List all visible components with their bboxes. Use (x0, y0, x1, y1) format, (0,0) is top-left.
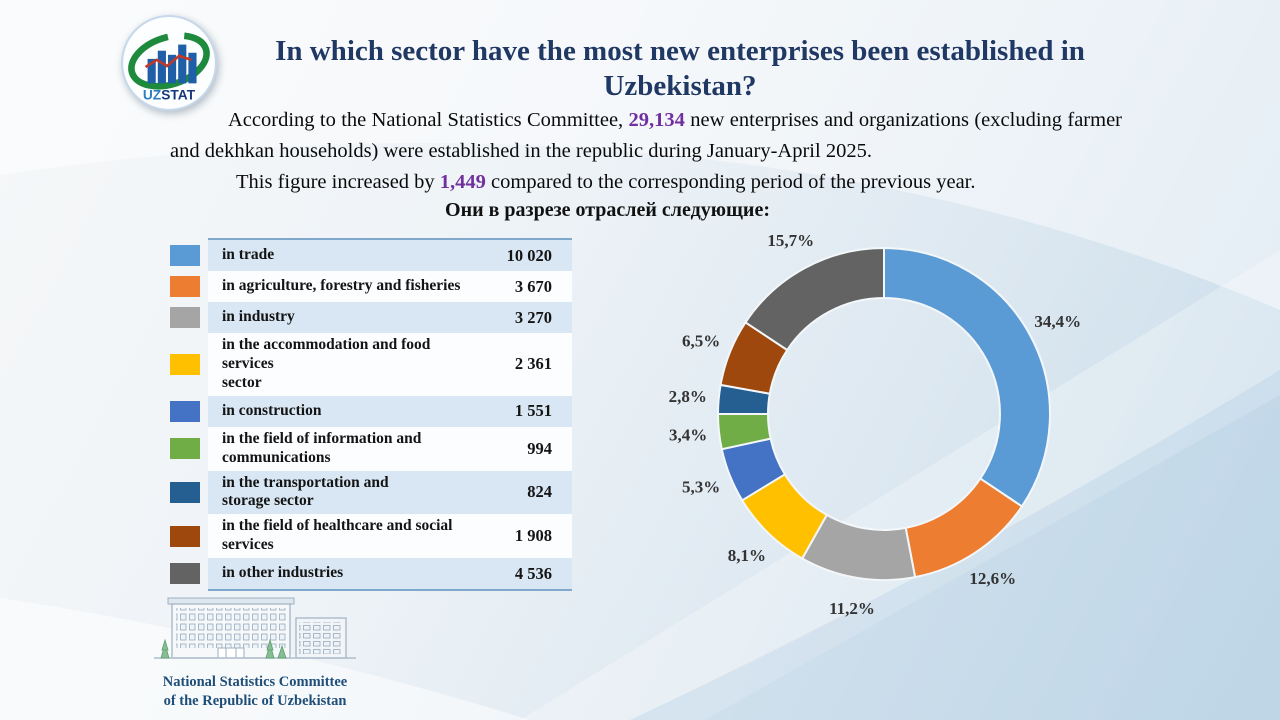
total-enterprises-number: 29,134 (628, 109, 685, 131)
legend-row-body: in construction 1 551 (208, 395, 572, 427)
logo-text: UZSTAT (143, 88, 196, 103)
legend-label: in the transportation and storage sector (222, 473, 389, 510)
donut-percent-label: 15,7% (767, 231, 814, 250)
legend-value: 824 (527, 482, 552, 502)
footer-caption: National Statistics Committee of the Rep… (148, 673, 362, 711)
legend-value: 1 908 (514, 526, 552, 546)
legend-row: in the field of information and communic… (170, 426, 572, 471)
donut-percent-label: 8,1% (728, 546, 766, 565)
tree-icons (160, 638, 287, 659)
legend-label: in the accommodation and food services s… (222, 336, 431, 391)
legend-color-swatch (170, 276, 200, 297)
intro-p1-text-after: new enterprises and organizations (exclu… (170, 109, 1123, 162)
legend-row: in trade 10 020 (170, 240, 572, 271)
legend-color-swatch (170, 307, 200, 328)
legend-row: in other industries 4 536 (170, 558, 572, 590)
legend-row-body: in the field of healthcare and social se… (208, 514, 572, 559)
legend-value: 3 670 (514, 276, 552, 296)
logo-trend-line-icon (144, 54, 192, 69)
table-bottom-border (208, 589, 572, 592)
legend-row-body: in industry 3 270 (208, 302, 572, 333)
donut-percent-label: 12,6% (969, 569, 1016, 588)
donut-slice-0 (883, 246, 1051, 508)
legend-color-swatch (170, 245, 200, 266)
legend-color-swatch (170, 400, 200, 422)
legend-row: in construction 1 551 (170, 395, 572, 427)
donut-percent-label: 11,2% (829, 599, 875, 617)
statistics-committee-building-illustration (154, 597, 356, 659)
legend-row-body: in the field of information and communic… (208, 426, 572, 471)
donut-chart: 34,4% 12,6% 11,2% 8,1% 5,3% 3,4% 2,8% 6,5% 15,7% (645, 222, 1160, 618)
donut-percent-label: 2,8% (669, 387, 707, 406)
legend-label: in trade (222, 246, 275, 264)
legend-label: in construction (222, 401, 322, 419)
chart-subtitle: Они в разрезе отраслей следующие: (445, 199, 770, 221)
logo-bar-chart-icon (147, 44, 197, 84)
footer-caption-line1: National Statistics Committee (162, 674, 348, 690)
legend-label: in the field of healthcare and social se… (222, 517, 453, 554)
legend-row-body: in trade 10 020 (208, 240, 572, 271)
donut-percent-label: 5,3% (682, 478, 720, 497)
legend-row-body: in agriculture, forestry and fisheries 3 … (208, 271, 572, 302)
intro-p2-text: This figure increased by (236, 170, 440, 193)
donut-percent-label: 34,4% (1034, 312, 1081, 331)
legend-value: 994 (527, 438, 552, 458)
legend-row: in agriculture, forestry and fisheries 3 … (170, 271, 572, 302)
legend-row: in the accommodation and food services s… (170, 333, 572, 396)
legend-row-body: in other industries 4 536 (208, 558, 572, 590)
intro-p1-text: According to the National Statistics Com… (228, 109, 629, 131)
legend-value: 2 361 (514, 354, 552, 374)
legend-color-swatch (170, 481, 200, 503)
legend-value: 4 536 (514, 563, 552, 583)
logo-green-swoosh (128, 32, 210, 90)
legend-row: in the field of healthcare and social se… (170, 514, 572, 559)
legend-row: in the transportation and storage sector… (170, 470, 572, 515)
legend-row-body: in the transportation and storage sector… (208, 470, 572, 515)
intro-p2-text-after: compared to the corresponding period of … (485, 170, 976, 193)
legend-color-swatch (170, 353, 200, 375)
intro-paragraph-2: This figure increased by 1,449 compared … (170, 167, 1122, 198)
legend-label: in the field of information and communic… (222, 429, 422, 466)
footer-caption-line2: of the Republic of Uzbekistan (163, 692, 347, 709)
legend-label: in agriculture, forestry and fisheries (222, 277, 461, 295)
donut-slice-8 (744, 246, 885, 352)
table-top-border (208, 238, 572, 240)
legend-row: in industry 3 270 (170, 302, 572, 333)
legend-color-swatch (170, 438, 200, 460)
legend-color-swatch (170, 525, 200, 547)
footer-branding: National Statistics Committee of the Rep… (148, 592, 362, 711)
donut-percent-label: 6,5% (682, 331, 720, 350)
sector-legend-table: in trade 10 020 in agriculture, forestry a… (170, 238, 572, 592)
increase-number: 1,449 (439, 170, 486, 193)
legend-value: 1 551 (514, 401, 552, 421)
legend-label: in industry (222, 308, 295, 326)
legend-value: 10 020 (506, 245, 552, 265)
legend-label: in other industries (222, 564, 344, 582)
legend-color-swatch (170, 563, 200, 585)
donut-percent-label: 3,4% (669, 426, 707, 445)
page-title: In which sector have the most new enterp… (275, 35, 1085, 103)
legend-row-body: in the accommodation and food services s… (208, 333, 572, 396)
intro-text: According to the National Statistics Com… (170, 105, 1122, 197)
donut-chart-svg: 34,4% 12,6% 11,2% 8,1% 5,3% 3,4% 2,8% 6,5% 15,7% (669, 231, 1082, 618)
legend-value: 3 270 (514, 307, 552, 327)
intro-paragraph-1: According to the National Statistics Com… (170, 105, 1122, 167)
uzstat-logo: UZSTAT (121, 15, 217, 111)
